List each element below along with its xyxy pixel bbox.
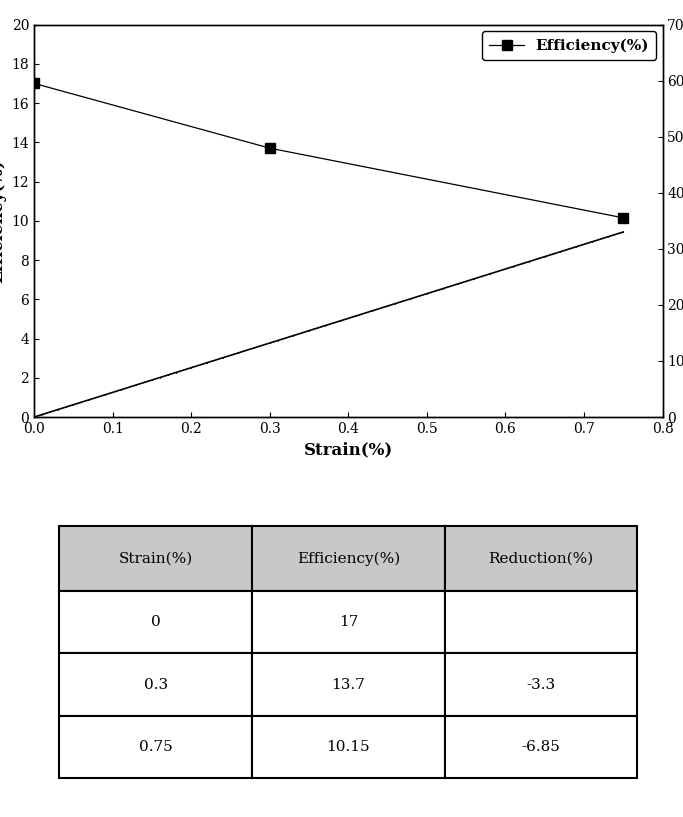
Text: 17: 17 — [339, 615, 358, 629]
Bar — [252, 592, 445, 654]
Bar — [445, 654, 637, 716]
Bar — [59, 654, 252, 716]
Text: Efficiency(%): Efficiency(%) — [296, 551, 400, 565]
X-axis label: Strain(%): Strain(%) — [304, 441, 393, 458]
Efficiency(%) — [30, 78, 38, 88]
Text: 0.75: 0.75 — [139, 740, 173, 754]
Y-axis label: Efficiency(%): Efficiency(%) — [0, 158, 6, 283]
Text: 10.15: 10.15 — [326, 740, 370, 754]
Text: 0: 0 — [151, 615, 161, 629]
Text: -3.3: -3.3 — [527, 677, 555, 692]
Bar — [59, 716, 252, 778]
Bar — [252, 654, 445, 716]
Bar — [252, 525, 445, 592]
Text: -6.85: -6.85 — [522, 740, 561, 754]
Bar — [59, 525, 252, 592]
Text: Strain(%): Strain(%) — [119, 551, 193, 565]
Bar — [252, 716, 445, 778]
Text: 13.7: 13.7 — [331, 677, 365, 692]
Line: Efficiency(%): Efficiency(%) — [29, 78, 628, 223]
Bar — [445, 592, 637, 654]
Bar — [59, 592, 252, 654]
Bar — [445, 525, 637, 592]
Bar — [445, 716, 637, 778]
Efficiency(%) — [266, 143, 274, 153]
Legend: Efficiency(%): Efficiency(%) — [482, 31, 656, 60]
Text: Reduction(%): Reduction(%) — [488, 551, 594, 565]
Text: 0.3: 0.3 — [143, 677, 168, 692]
Efficiency(%) — [619, 213, 628, 223]
